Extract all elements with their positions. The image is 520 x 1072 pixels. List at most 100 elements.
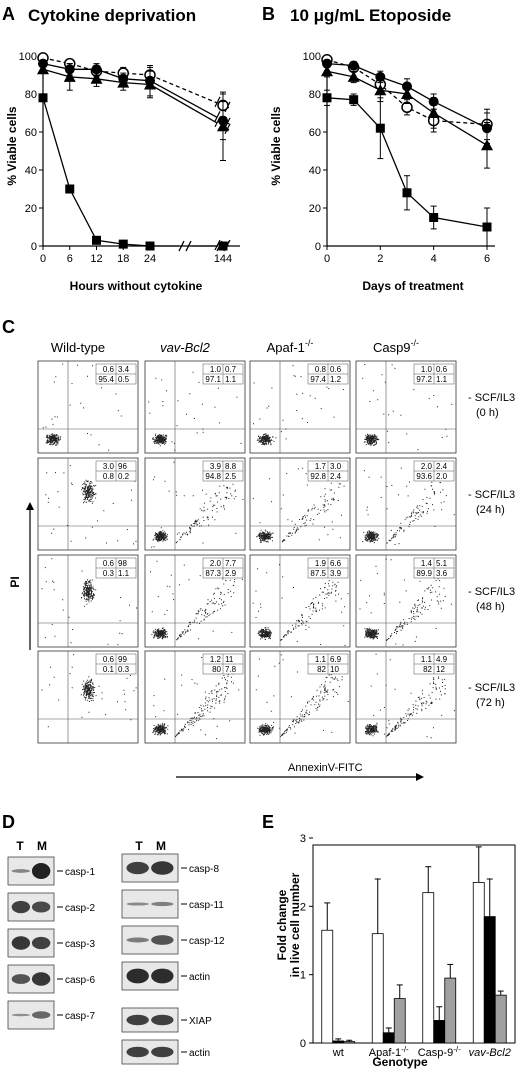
y-tick-label: 40 xyxy=(25,165,37,177)
quadrant-ur-value: 6.9 xyxy=(330,655,342,664)
band-lane-t xyxy=(126,937,149,943)
bar xyxy=(332,1040,345,1044)
apaf1-label: Apaf-1 xyxy=(267,340,305,355)
quadrant-ur-value: 7.7 xyxy=(225,559,237,568)
quadrant-lr-value: 1.2 xyxy=(330,375,342,384)
band-lane-m xyxy=(151,968,174,984)
quadrant-ul-value: 2.0 xyxy=(210,559,222,568)
panel-e-letter: E xyxy=(262,812,274,832)
panel-e-xlabel: Genotype xyxy=(372,1055,428,1069)
data-point xyxy=(349,95,359,105)
quadrant-lr-value: 10 xyxy=(330,665,339,674)
panel-a-ylabel: % Viable cells xyxy=(5,106,19,185)
quadrant-ur-value: 0.6 xyxy=(330,365,342,374)
series-line xyxy=(42,97,151,247)
flow-events xyxy=(362,364,453,451)
panel-b-plot xyxy=(321,54,493,247)
quadrant-lr-value: 1.1 xyxy=(436,375,448,384)
band-lane-t xyxy=(11,900,31,914)
flow-plot: 1.2 11 80 7.8 xyxy=(144,650,246,744)
blot-label-casp-7: casp-7 xyxy=(65,1011,95,1022)
y-tick-label: 3 xyxy=(300,833,306,845)
quadrant-ll-value: 95.4 xyxy=(98,375,114,384)
data-point xyxy=(375,123,385,133)
quadrant-ur-value: 5.1 xyxy=(436,559,448,568)
quadrant-ll-value: 97.4 xyxy=(310,375,326,384)
quadrant-ul-value: 1.1 xyxy=(315,655,327,664)
flow-plot: 0.6 980.3 1.1 xyxy=(37,554,139,648)
quadrant-ul-value: 0.8 xyxy=(315,365,327,374)
flow-events xyxy=(362,465,455,545)
flow-events xyxy=(41,558,137,646)
band-lane-m xyxy=(151,1014,174,1026)
data-point xyxy=(37,63,49,75)
flow-plot: 1.4 5.1 89.9 3.6 xyxy=(355,554,457,648)
y-tick-label: 60 xyxy=(25,127,37,139)
data-point xyxy=(401,88,413,99)
band-lane-t xyxy=(11,869,31,873)
lane-label-t: T xyxy=(135,839,143,853)
flow-events xyxy=(255,654,349,737)
quadrant-lr-value: 1.1 xyxy=(118,569,130,578)
panel-a-title: Cytokine deprivation xyxy=(28,6,196,25)
quadrant-ll-value: 89.9 xyxy=(416,569,432,578)
panel-e: E Fold change in live cell number Genoty… xyxy=(262,812,516,1069)
band-lane-t xyxy=(11,936,31,950)
flow-plot: 0.8 0.6 97.4 1.2 xyxy=(249,360,351,454)
row-label-time: (24 h) xyxy=(476,504,505,516)
band-lane-t xyxy=(126,1014,149,1026)
x-tick-label: 6 xyxy=(484,253,490,265)
bar xyxy=(433,1020,446,1044)
band-lane-t xyxy=(11,974,31,984)
column-header-vav-bcl2: vav-Bcl2 xyxy=(160,340,211,355)
flow-plot: 0.6 990.1 0.3 xyxy=(37,650,139,744)
panel-b-title: 10 μg/mL Etoposide xyxy=(290,6,451,25)
band-lane-m xyxy=(151,901,174,907)
panel-c: C Wild-type vav-Bcl2 Apaf-1-/- Casp9-/- … xyxy=(2,317,515,781)
data-point xyxy=(117,76,130,88)
column-header-apaf1: Apaf-1-/- xyxy=(267,338,314,355)
flow-events xyxy=(42,363,137,451)
quadrant-lr-value: 2.0 xyxy=(436,472,448,481)
series-line xyxy=(149,83,218,124)
casp9-sup: -/- xyxy=(411,338,420,348)
band-lane-m xyxy=(151,861,174,875)
column-header-wild-type: Wild-type xyxy=(51,340,105,355)
quadrant-ul-value: 1.0 xyxy=(210,365,222,374)
panel-b-letter: B xyxy=(262,4,275,24)
flow-events xyxy=(150,560,243,641)
plot-frame xyxy=(312,844,516,1044)
series-break-mark xyxy=(214,96,221,108)
x-tick-label: 12 xyxy=(90,253,102,265)
quadrant-ll-value: 82 xyxy=(423,665,432,674)
quadrant-lr-value: 2.5 xyxy=(225,472,237,481)
quadrant-lr-value: 3.6 xyxy=(436,569,448,578)
row-label-condition: - SCF/IL3 xyxy=(468,586,515,598)
quadrant-ll-value: 82 xyxy=(317,665,326,674)
data-point xyxy=(481,139,493,151)
quadrant-lr-value: 0.3 xyxy=(118,665,130,674)
blot-label-XIAP: XIAP xyxy=(189,1016,212,1027)
panel-e-ylabel-1: Fold change xyxy=(275,889,289,960)
category-label: wt xyxy=(332,1047,344,1059)
flow-plot: 3.9 8.8 94.8 2.5 xyxy=(144,457,246,551)
blot-label-casp-1: casp-1 xyxy=(65,867,95,878)
y-tick-label: 40 xyxy=(309,165,321,177)
quadrant-ll-value: 97.2 xyxy=(416,375,432,384)
quadrant-ul-value: 3.9 xyxy=(210,462,222,471)
quadrant-lr-value: 7.8 xyxy=(225,665,237,674)
quadrant-ur-value: 99 xyxy=(118,655,127,664)
series-line xyxy=(326,70,488,146)
quadrant-ur-value: 2.4 xyxy=(436,462,448,471)
flow-plot: 1.9 6.6 87.5 3.9 xyxy=(249,554,351,648)
bar xyxy=(393,998,406,1044)
row-label-condition: - SCF/IL3 xyxy=(468,682,515,694)
band-lane-t xyxy=(11,1013,31,1017)
lane-label-m: M xyxy=(37,839,47,853)
bar xyxy=(483,916,496,1044)
x-tick-label: 24 xyxy=(144,253,156,265)
panel-c-letter: C xyxy=(2,317,15,337)
quadrant-ur-value: 4.9 xyxy=(436,655,448,664)
flow-plot: 1.1 4.9 82 12 xyxy=(355,650,457,744)
band-lane-m xyxy=(151,935,174,945)
